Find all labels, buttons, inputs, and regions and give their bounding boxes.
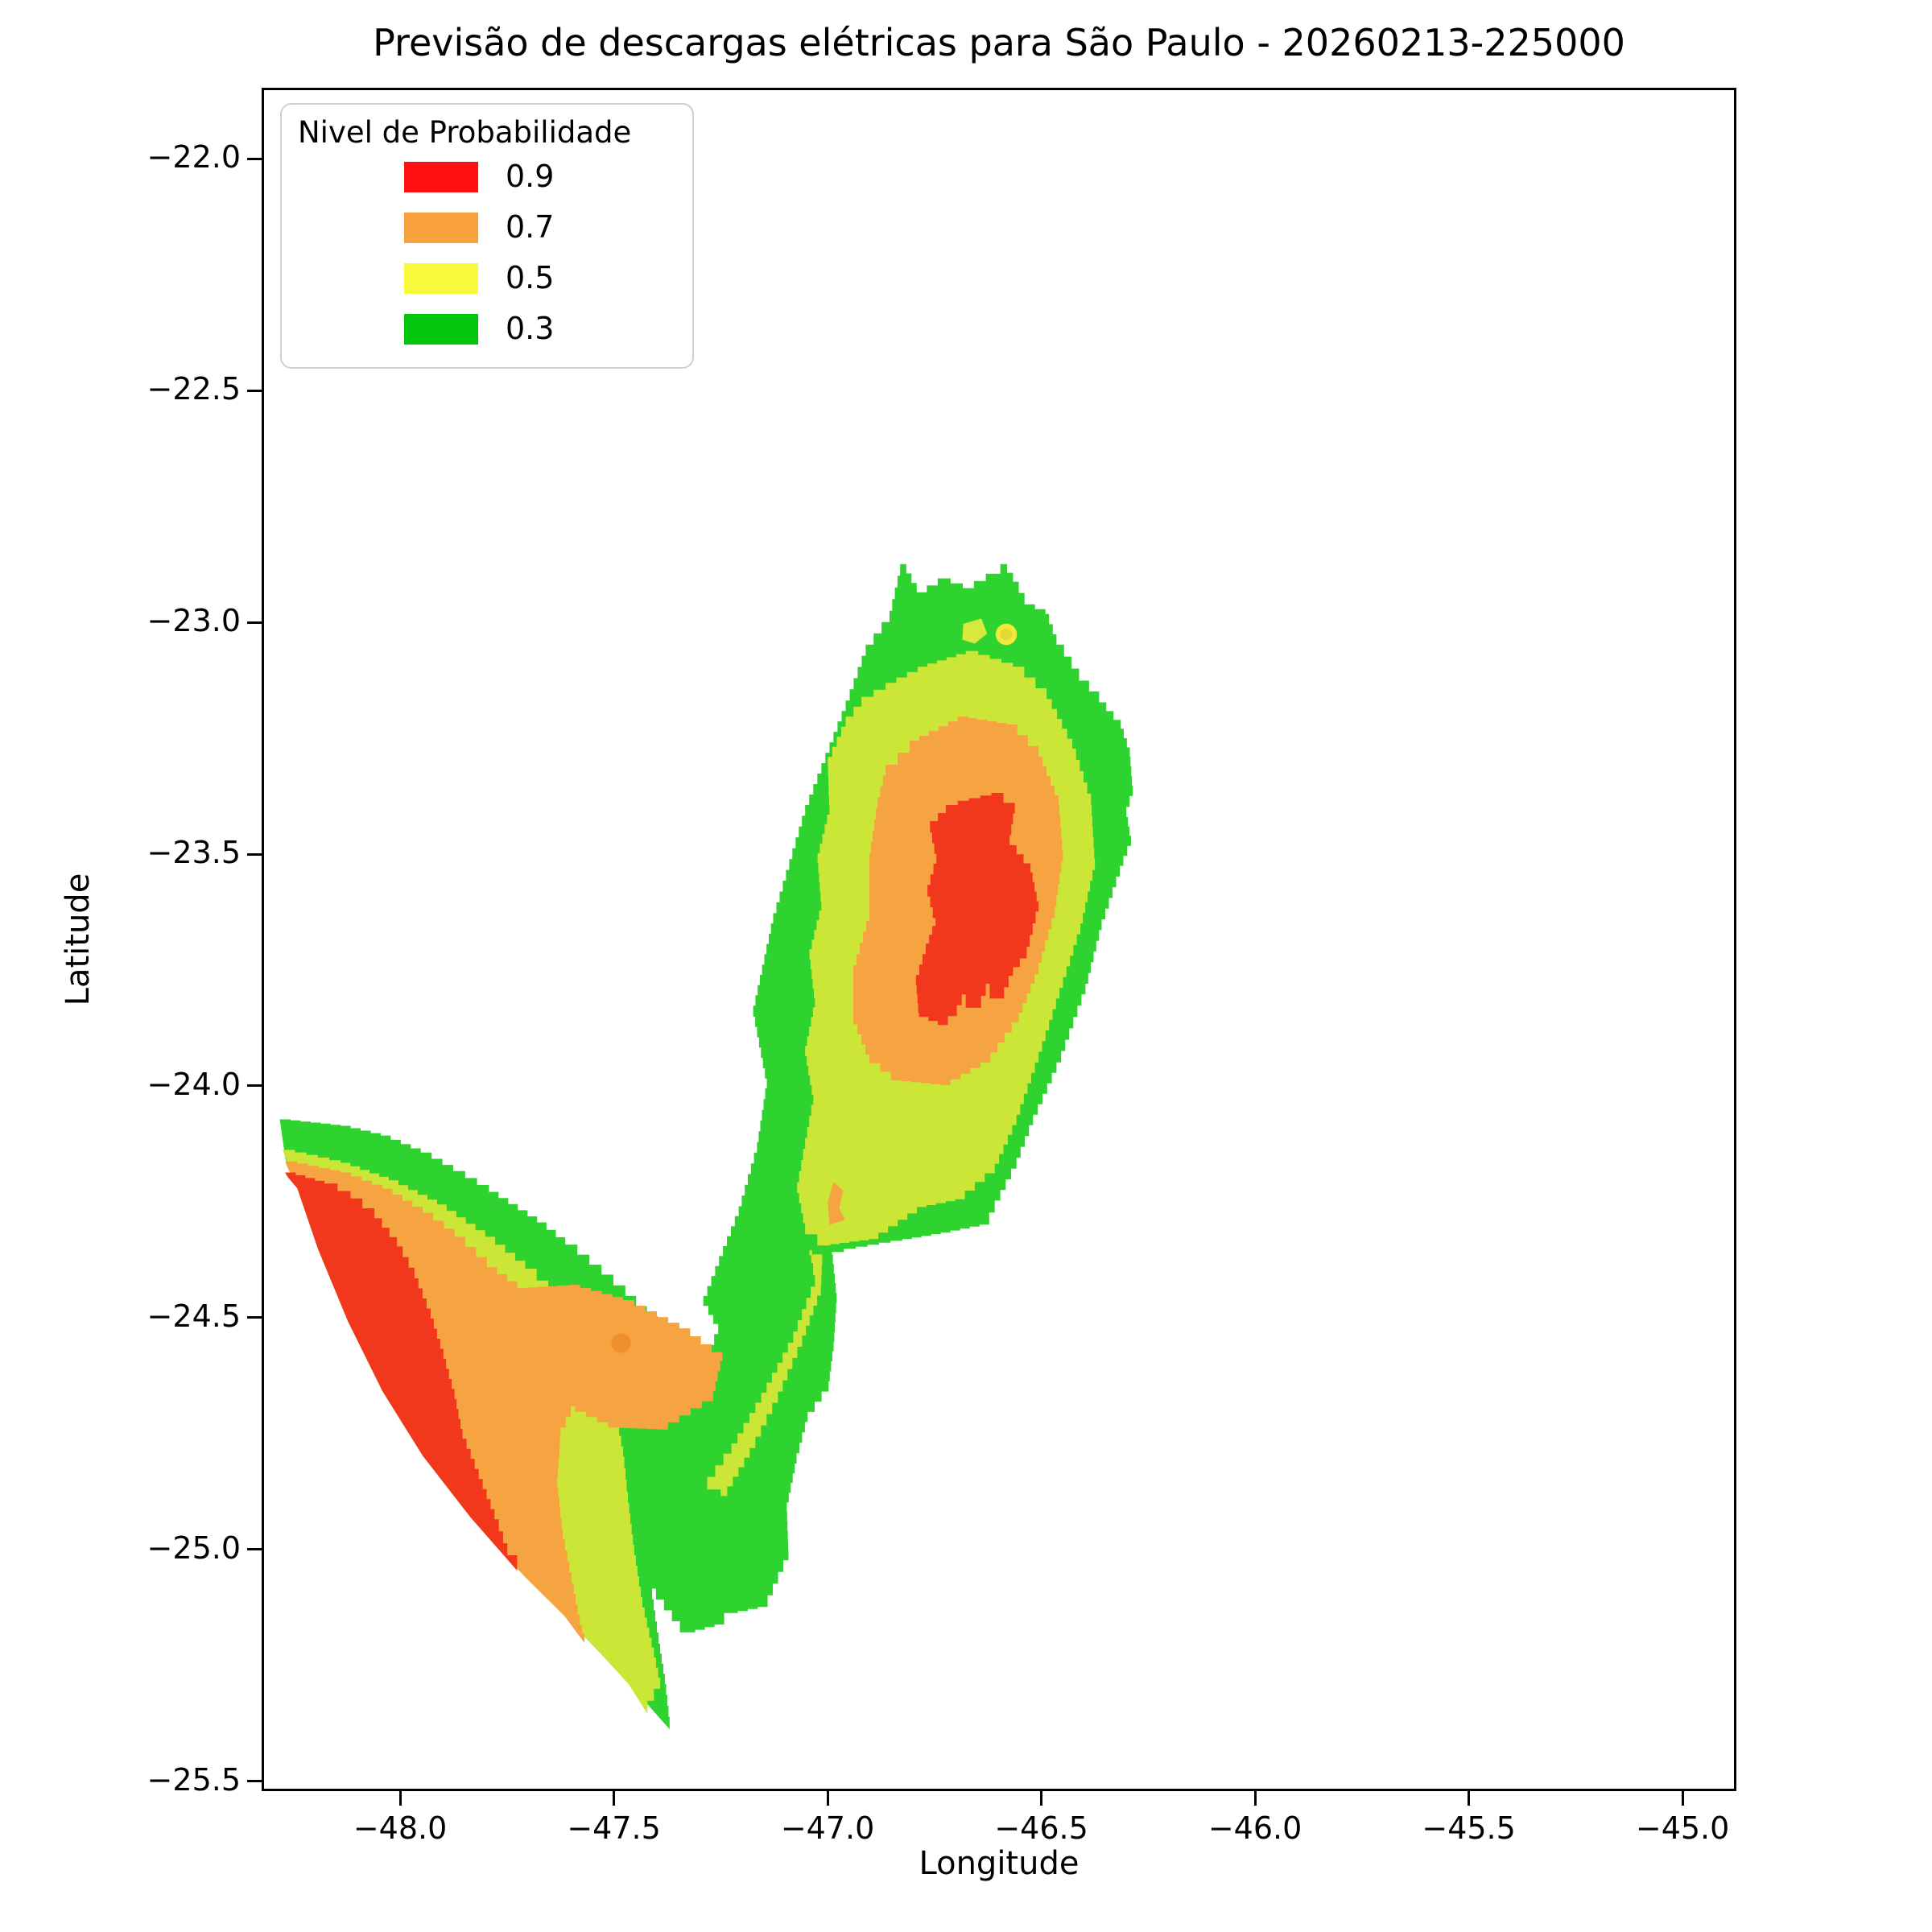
x-axis-label: Longitude (919, 1845, 1080, 1882)
y-tick-mark (247, 389, 262, 392)
y-tick-label: −25.0 (147, 1530, 241, 1566)
legend-rows: 0.9 0.7 0.5 0.3 (282, 151, 692, 354)
y-tick-label: −22.0 (147, 139, 241, 175)
y-tick-label: −24.0 (147, 1066, 241, 1102)
legend-swatch-0.9 (404, 162, 478, 192)
y-tick-mark (247, 157, 262, 160)
contour-region-small-0.5-leaf (962, 618, 988, 644)
y-tick-mark (247, 852, 262, 856)
x-tick-label: −48.0 (353, 1810, 448, 1846)
y-tick-mark (247, 621, 262, 624)
legend-title: Nivel de Probabilidade (298, 115, 632, 150)
yellow-ring-spot-inner (1000, 628, 1013, 641)
legend-label: 0.3 (506, 311, 555, 346)
y-tick-label: −22.5 (147, 371, 241, 407)
x-tick-mark (1253, 1791, 1257, 1806)
y-tick-label: −24.5 (147, 1298, 241, 1334)
y-tick-label: −25.5 (147, 1761, 241, 1798)
x-tick-mark (613, 1791, 616, 1806)
legend-entry-0.7: 0.7 (282, 202, 692, 253)
y-axis-label: Latitude (60, 873, 97, 1006)
plot-area: Nivel de Probabilidade 0.9 0.7 0.5 0.3 (262, 88, 1736, 1791)
contour-region-prob-0.9-southwest (285, 1172, 518, 1571)
x-tick-mark (398, 1791, 402, 1806)
y-tick-mark (247, 1084, 262, 1088)
contour-region-prob-0.9-northeast (915, 793, 1039, 1026)
chart-title: Previsão de descargas elétricas para São… (373, 21, 1625, 64)
legend-entry-0.5: 0.5 (282, 253, 692, 303)
x-tick-label: −45.0 (1635, 1810, 1730, 1846)
x-tick-label: −47.5 (567, 1810, 661, 1846)
contour-region-prob-0.5-corridor (707, 1250, 823, 1496)
legend-label: 0.9 (506, 159, 555, 194)
legend-entry-0.3: 0.3 (282, 303, 692, 354)
x-tick-label: −45.5 (1422, 1810, 1516, 1846)
x-tick-mark (1468, 1791, 1471, 1806)
legend-swatch-0.7 (404, 213, 478, 243)
y-tick-mark (247, 1548, 262, 1551)
legend-label: 0.7 (506, 209, 555, 245)
orange-dot-spot (611, 1333, 631, 1353)
legend-swatch-0.3 (404, 314, 478, 345)
contour-region-small-0.7-sliver (828, 1182, 845, 1225)
x-tick-label: −47.0 (780, 1810, 875, 1846)
x-tick-label: −46.0 (1208, 1810, 1302, 1846)
x-tick-mark (1040, 1791, 1043, 1806)
y-tick-label: −23.0 (147, 603, 241, 639)
y-tick-mark (247, 1316, 262, 1319)
x-tick-mark (1681, 1791, 1684, 1806)
legend: Nivel de Probabilidade 0.9 0.7 0.5 0.3 (280, 103, 694, 369)
legend-swatch-0.5 (404, 263, 478, 294)
y-tick-mark (247, 1780, 262, 1783)
legend-entry-0.9: 0.9 (282, 151, 692, 202)
contour-map (279, 564, 1133, 1730)
x-tick-mark (826, 1791, 829, 1806)
legend-label: 0.5 (506, 260, 555, 295)
x-tick-label: −46.5 (994, 1810, 1088, 1846)
y-tick-label: −23.5 (147, 835, 241, 871)
